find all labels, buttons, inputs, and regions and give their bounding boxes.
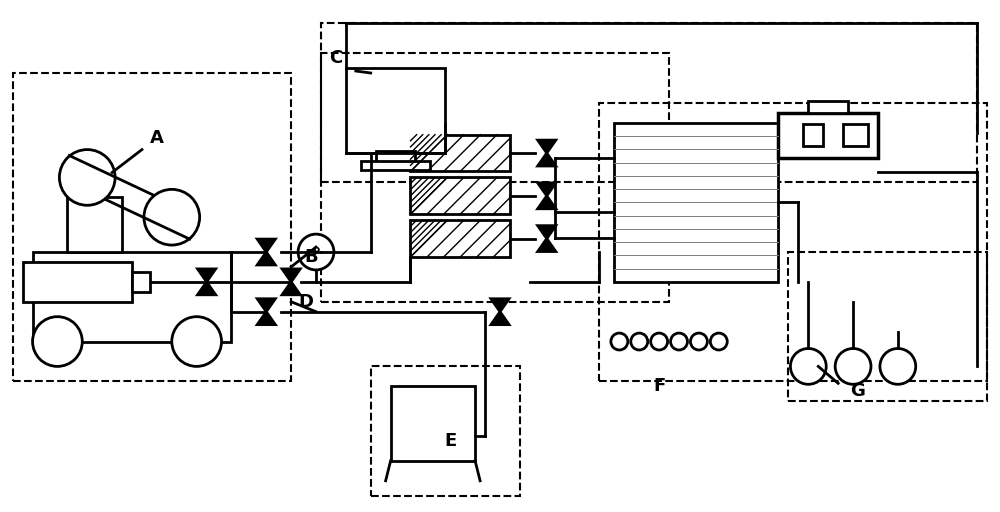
Bar [843, 124, 868, 145]
Bar [778, 113, 878, 158]
Polygon shape [538, 226, 556, 239]
Bar [67, 197, 122, 252]
Polygon shape [257, 252, 275, 265]
Circle shape [710, 333, 727, 350]
Circle shape [59, 150, 115, 205]
Circle shape [611, 333, 628, 350]
Polygon shape [538, 183, 556, 196]
Polygon shape [257, 239, 275, 252]
Circle shape [671, 333, 687, 350]
Polygon shape [491, 312, 509, 325]
Circle shape [690, 333, 707, 350]
Text: E: E [444, 432, 456, 450]
Polygon shape [257, 312, 275, 325]
Bar [361, 161, 430, 170]
Text: P: P [312, 247, 320, 257]
Circle shape [144, 189, 200, 245]
Bar [371, 367, 520, 496]
Text: B: B [304, 248, 318, 266]
Bar [788, 252, 987, 401]
Text: A: A [150, 129, 164, 146]
Polygon shape [198, 282, 216, 295]
Bar [808, 101, 848, 113]
Circle shape [172, 316, 222, 367]
Circle shape [835, 349, 871, 385]
Bar [803, 124, 823, 145]
Polygon shape [198, 269, 216, 282]
Bar [599, 103, 987, 381]
Bar [23, 262, 132, 302]
Polygon shape [257, 299, 275, 312]
Bar [614, 123, 778, 282]
Bar [13, 73, 291, 381]
Circle shape [880, 349, 916, 385]
Polygon shape [282, 269, 300, 282]
Text: F: F [653, 377, 665, 395]
Bar [321, 53, 669, 302]
Polygon shape [538, 153, 556, 166]
Bar [410, 178, 510, 214]
Polygon shape [538, 239, 556, 251]
Circle shape [651, 333, 668, 350]
Bar [132, 272, 150, 292]
Text: D: D [299, 293, 314, 311]
Circle shape [298, 234, 334, 270]
Bar [33, 252, 231, 342]
Polygon shape [538, 140, 556, 153]
Bar [391, 386, 475, 461]
Polygon shape [491, 299, 509, 312]
Bar [410, 220, 510, 257]
Polygon shape [282, 282, 300, 295]
Text: G: G [851, 382, 865, 400]
Polygon shape [538, 196, 556, 209]
Circle shape [33, 316, 82, 367]
Bar [321, 23, 977, 182]
Bar [410, 135, 510, 172]
Bar [346, 68, 445, 153]
Circle shape [631, 333, 648, 350]
Bar [376, 151, 415, 162]
Circle shape [790, 349, 826, 385]
Text: C: C [329, 49, 343, 67]
